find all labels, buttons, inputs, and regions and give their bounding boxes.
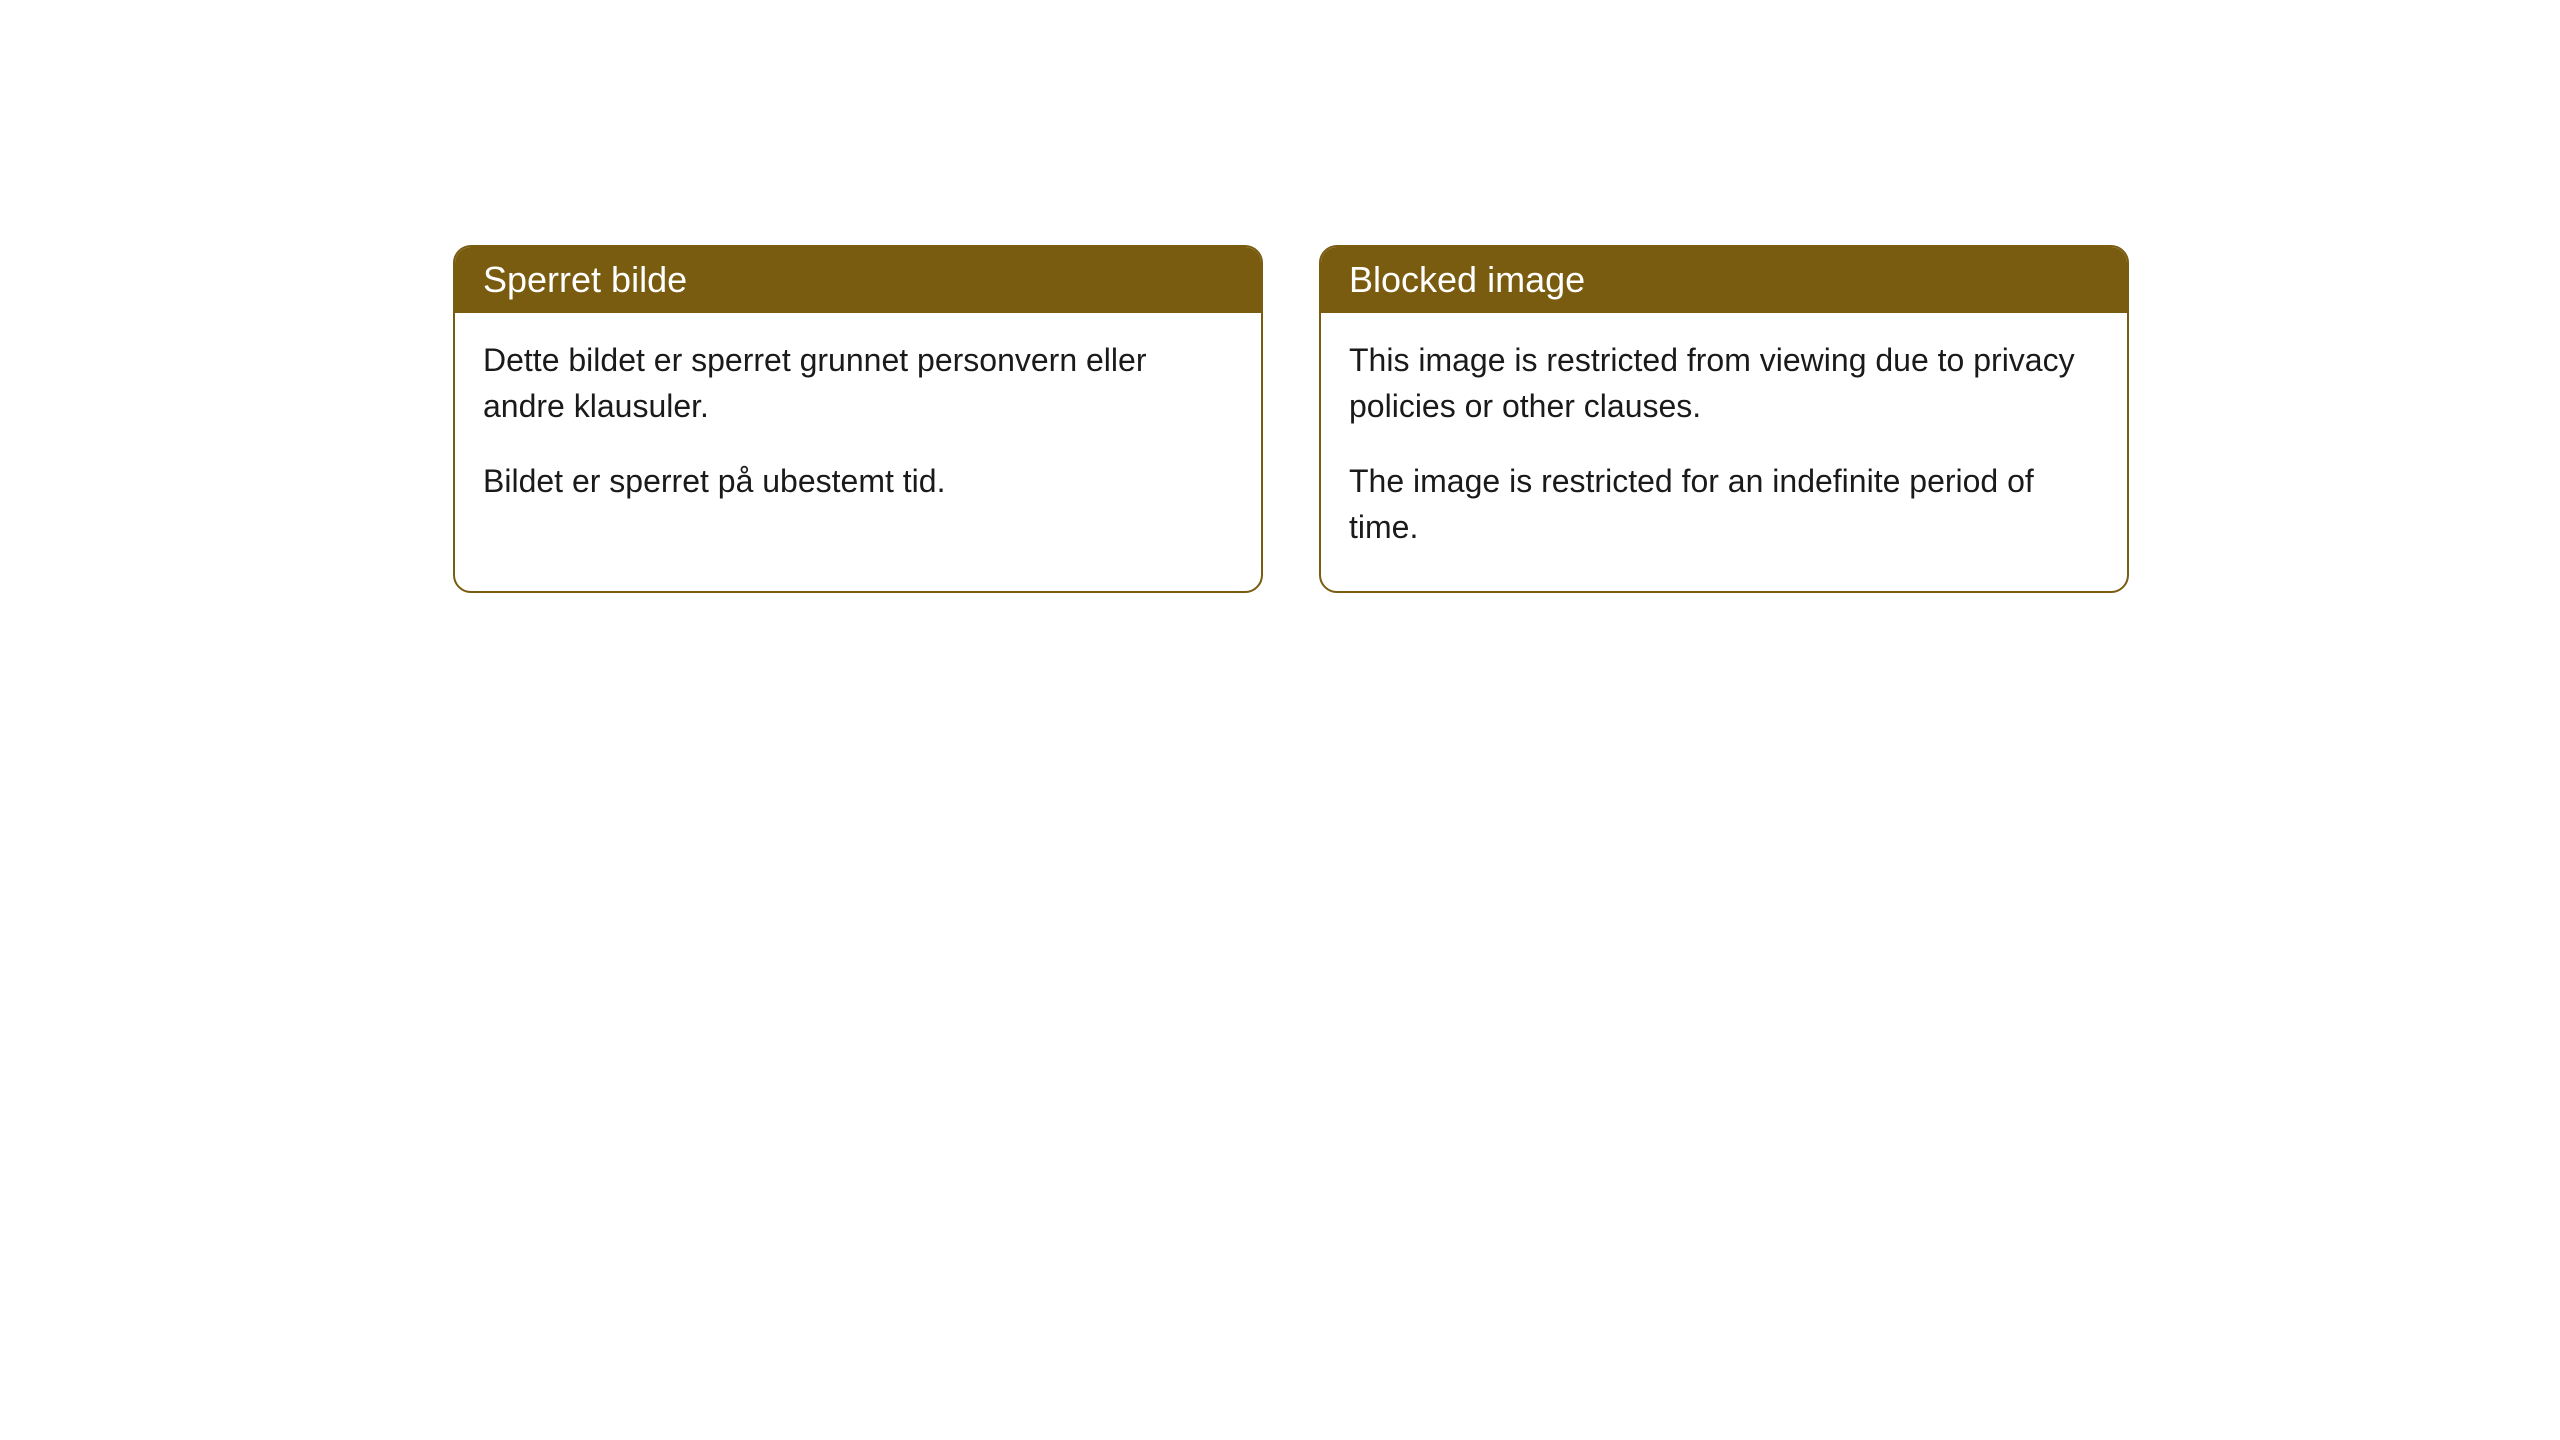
card-paragraph: Bildet er sperret på ubestemt tid.	[483, 458, 1233, 504]
card-paragraph: This image is restricted from viewing du…	[1349, 337, 2099, 430]
card-body: Dette bildet er sperret grunnet personve…	[455, 313, 1261, 544]
card-body: This image is restricted from viewing du…	[1321, 313, 2127, 591]
cards-container: Sperret bilde Dette bildet er sperret gr…	[453, 245, 2129, 593]
card-header: Blocked image	[1321, 247, 2127, 313]
card-header: Sperret bilde	[455, 247, 1261, 313]
card-title: Sperret bilde	[483, 259, 687, 300]
blocked-image-card-english: Blocked image This image is restricted f…	[1319, 245, 2129, 593]
blocked-image-card-norwegian: Sperret bilde Dette bildet er sperret gr…	[453, 245, 1263, 593]
card-title: Blocked image	[1349, 259, 1585, 300]
card-paragraph: Dette bildet er sperret grunnet personve…	[483, 337, 1233, 430]
card-paragraph: The image is restricted for an indefinit…	[1349, 458, 2099, 551]
